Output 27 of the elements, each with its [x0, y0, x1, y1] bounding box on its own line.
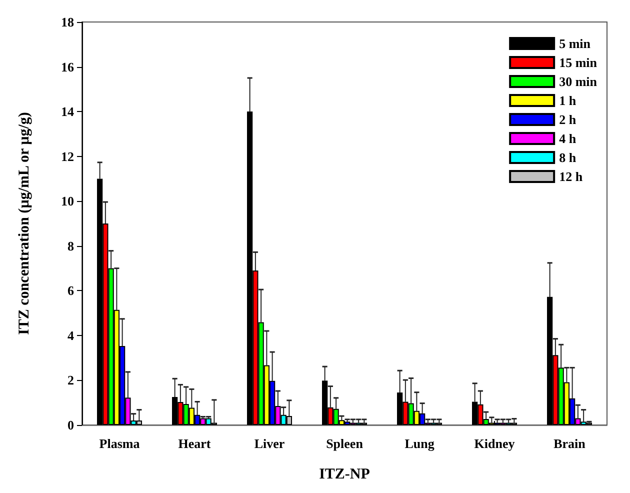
x-tick-label: Heart	[178, 436, 212, 451]
x-tick-label: Liver	[254, 436, 285, 451]
x-tick-label: Kidney	[474, 436, 516, 451]
y-tick-label: 12	[61, 148, 74, 164]
y-tick-label: 10	[61, 194, 74, 209]
y-tick-label: 18	[61, 14, 74, 30]
legend-label: 4 h	[559, 131, 577, 146]
x-tick-label: Spleen	[326, 436, 364, 451]
x-axis-title: ITZ-NP	[319, 466, 370, 482]
y-tick-label: 4	[68, 328, 74, 343]
x-tick-label: Brain	[554, 436, 586, 451]
legend-label: 2 h	[559, 112, 577, 127]
y-tick-label: 8	[68, 238, 74, 254]
legend-label: 15 min	[559, 55, 598, 70]
x-tick-label: Plasma	[99, 436, 140, 451]
legend-label: 1 h	[559, 93, 577, 108]
x-tick-label: Lung	[404, 436, 435, 451]
legend-label: 8 h	[559, 150, 577, 165]
y-tick-label: 0	[68, 418, 74, 432]
legend-label: 30 min	[559, 74, 598, 89]
y-tick-label: 16	[61, 59, 74, 74]
y-axis-title: ITZ concentration (µg/mL or µg/g)	[16, 112, 32, 335]
legend-label: 12 h	[559, 169, 584, 184]
y-tick-label: 14	[61, 104, 74, 120]
legend-label: 5 min	[559, 36, 592, 51]
y-tick-label: 6	[68, 283, 74, 298]
y-tick-label: 2	[68, 372, 74, 388]
